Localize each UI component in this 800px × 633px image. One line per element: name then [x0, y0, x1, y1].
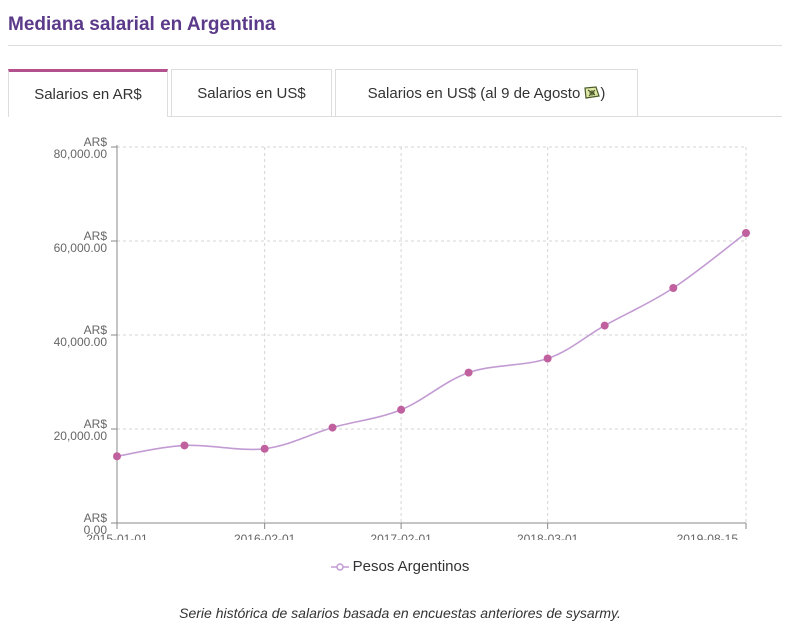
x-tick-label: 2018-03-01 [517, 532, 579, 540]
tab-salarios-usd-agosto[interactable]: Salarios en US$ (al 9 de Agosto ) [335, 69, 638, 116]
data-point[interactable] [669, 284, 678, 292]
legend-label: Pesos Argentinos [352, 558, 470, 575]
x-tick-label: 2017-02-01 [370, 532, 432, 540]
chart-legend[interactable]: Pesos Argentinos [0, 558, 800, 575]
axes [116, 145, 746, 524]
data-point[interactable] [180, 441, 189, 450]
data-point[interactable] [742, 229, 750, 238]
y-tick-prefix: AR$ [84, 229, 108, 243]
legend-line-marker [330, 563, 349, 571]
data-point[interactable] [543, 354, 552, 363]
series-pesos-argentinos [113, 229, 750, 461]
y-tick-prefix: AR$ [84, 511, 108, 525]
y-tick-prefix: AR$ [84, 323, 108, 337]
data-point[interactable] [464, 368, 473, 377]
grid [117, 146, 747, 523]
data-point[interactable] [113, 452, 121, 461]
y-tick-label: 40,000.00 [54, 335, 108, 349]
page-title: Mediana salarial en Argentina [8, 14, 276, 35]
tab-bar: Salarios en AR$ Salarios en US$ Salarios… [8, 69, 782, 117]
tab-label-suffix: ) [600, 84, 606, 102]
tab-label: Salarios en AR$ [34, 86, 142, 103]
data-point[interactable] [260, 444, 269, 453]
tab-label: Salarios en US$ [197, 84, 306, 102]
y-tick-prefix: AR$ [84, 417, 108, 431]
data-point[interactable] [600, 321, 609, 330]
x-tick-label: 2015-01-01 [86, 532, 148, 540]
tab-label: Salarios en US$ (al 9 de Agosto [367, 84, 581, 102]
y-tick-label: 20,000.00 [54, 429, 108, 443]
salary-line-chart: AR$0.00AR$20,000.00AR$40,000.00AR$60,000… [54, 135, 750, 540]
title-divider [8, 45, 782, 46]
y-tick-label: 80,000.00 [54, 147, 108, 161]
tab-salarios-ars[interactable]: Salarios en AR$ [8, 69, 168, 117]
x-tick-label: 2016-02-01 [234, 532, 296, 540]
x-axis-ticks: 2015-01-01 2016-02-01 2017-02-01 2018-03-01… [86, 523, 747, 540]
y-axis-ticks: AR$0.00AR$20,000.00AR$40,000.00AR$60,000… [54, 135, 117, 537]
y-tick-label: 60,000.00 [54, 241, 108, 255]
chart-caption: Serie histórica de salarios basada en en… [179, 605, 621, 621]
series-line [116, 232, 747, 458]
data-point[interactable] [397, 405, 406, 414]
money-flag-icon [584, 86, 601, 100]
tab-salarios-usd[interactable]: Salarios en US$ [171, 69, 332, 116]
x-tick-label: 2019-08-15 [677, 532, 739, 540]
data-point[interactable] [328, 423, 337, 432]
tab-bar-divider [8, 116, 782, 117]
y-tick-label: 0.00 [84, 523, 108, 537]
y-tick-prefix: AR$ [84, 135, 108, 149]
